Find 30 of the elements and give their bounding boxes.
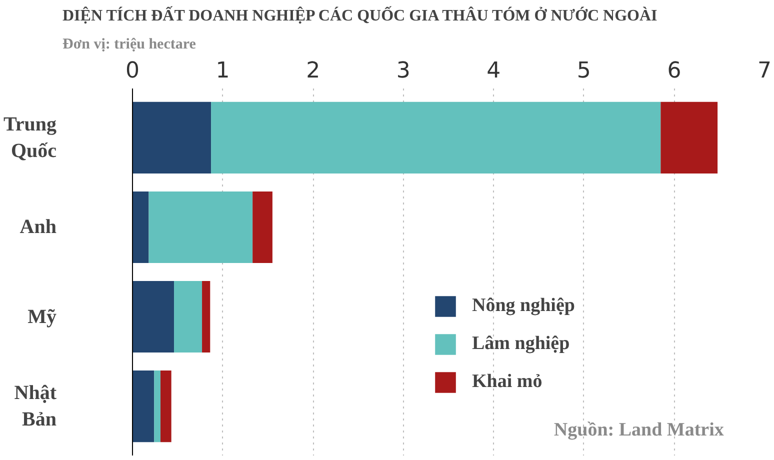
y-tick-label: Nhật Bản	[14, 382, 57, 430]
bar	[211, 102, 661, 174]
x-tick-label: 3	[396, 58, 410, 84]
annotation: Nguồn: Land Matrix	[554, 419, 724, 440]
x-tick-label: 0	[126, 58, 140, 84]
bar	[660, 102, 718, 174]
chart-subtitle: Đơn vị: triệu hectare	[62, 36, 196, 52]
x-tick-label: 6	[667, 58, 682, 84]
chart-title: DIỆN TÍCH ĐẤT DOANH NGHIỆP CÁC QUỐC GIA THÂU TÓM Ở NƯỚC NGOÀI	[62, 6, 658, 24]
legend-label: Nông nghiệp	[472, 295, 575, 317]
legend-label: Lâm nghiệp	[472, 333, 570, 355]
y-tick-label: Anh	[20, 216, 57, 238]
bar	[160, 370, 172, 442]
y-tick-label: Mỹ	[28, 306, 57, 328]
x-tick-label: 5	[576, 58, 591, 84]
bar	[132, 280, 174, 353]
bar	[132, 370, 154, 442]
y-tick-label: Trung Quốc	[4, 114, 57, 162]
bar	[174, 280, 202, 353]
bar	[132, 102, 212, 174]
bar	[148, 191, 253, 264]
legend-label: Khai mỏ	[472, 371, 542, 393]
x-tick-label: 2	[306, 58, 320, 84]
bar	[154, 370, 160, 442]
bar	[252, 191, 272, 264]
x-tick-label: 1	[216, 58, 230, 84]
bar	[132, 191, 149, 264]
bar	[202, 280, 210, 353]
x-tick-label: 7	[758, 58, 772, 84]
x-tick-label: 4	[486, 58, 501, 84]
